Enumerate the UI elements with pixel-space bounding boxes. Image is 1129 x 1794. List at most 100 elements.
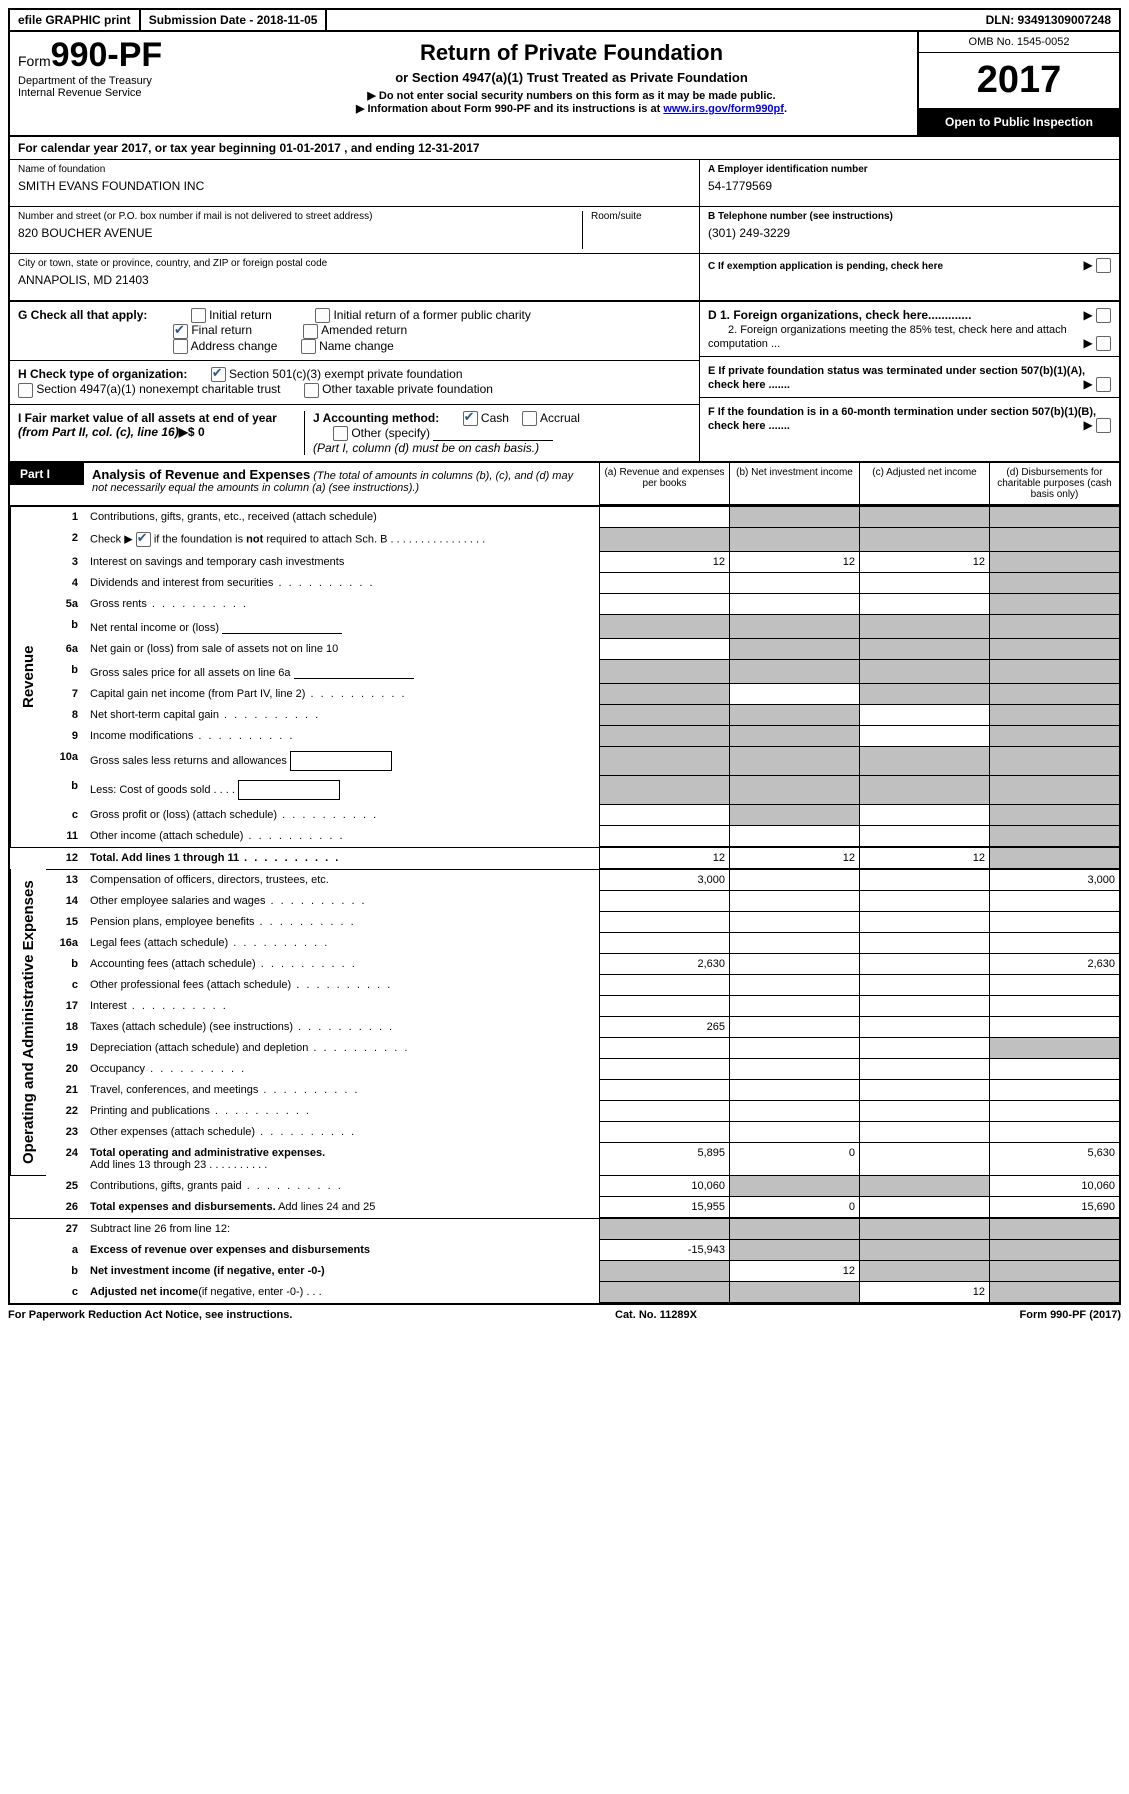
d1-label: D 1. Foreign organizations, check here..… bbox=[708, 308, 971, 322]
l5b-text: Net rental income or (loss) bbox=[90, 622, 219, 634]
e-check[interactable] bbox=[1096, 377, 1111, 392]
h-501c3-check[interactable] bbox=[211, 367, 226, 382]
l22-d bbox=[989, 1101, 1119, 1122]
c-label: C If exemption application is pending, c… bbox=[708, 261, 943, 272]
l16a-c bbox=[859, 933, 989, 954]
l4-b bbox=[729, 573, 859, 594]
l3-d bbox=[989, 552, 1119, 573]
f-row: F If the foundation is in a 60-month ter… bbox=[700, 398, 1119, 438]
city-state-zip: ANNAPOLIS, MD 21403 bbox=[18, 273, 691, 287]
l27c-desc: Adjusted net income(if negative, enter -… bbox=[84, 1282, 599, 1303]
g-name-check[interactable] bbox=[301, 339, 316, 354]
g-address-check[interactable] bbox=[173, 339, 188, 354]
l6a-b bbox=[729, 639, 859, 660]
col-c-header: (c) Adjusted net income bbox=[859, 463, 989, 505]
entity-info: Name of foundation SMITH EVANS FOUNDATIO… bbox=[8, 160, 1121, 302]
l13-num: 13 bbox=[46, 869, 84, 891]
addr-label: Number and street (or P.O. box number if… bbox=[18, 211, 582, 222]
j-other-input[interactable] bbox=[433, 426, 553, 441]
l27-num: 27 bbox=[10, 1218, 84, 1240]
l22-a bbox=[599, 1101, 729, 1122]
g-row: G Check all that apply: Initial return I… bbox=[10, 302, 699, 361]
l20-b bbox=[729, 1059, 859, 1080]
l10c-c bbox=[859, 805, 989, 826]
j-accrual: Accrual bbox=[540, 411, 580, 425]
name-label: Name of foundation bbox=[18, 164, 691, 175]
footer-right: Form 990-PF (2017) bbox=[1020, 1309, 1122, 1321]
l8-b bbox=[729, 705, 859, 726]
l13-b bbox=[729, 869, 859, 891]
l18-b bbox=[729, 1017, 859, 1038]
g-initial-former: Initial return of a former public charit… bbox=[333, 308, 530, 322]
omb-number: OMB No. 1545-0052 bbox=[919, 32, 1119, 53]
l19-a bbox=[599, 1038, 729, 1059]
j-other-check[interactable] bbox=[333, 426, 348, 441]
g-initial-check[interactable] bbox=[191, 308, 206, 323]
h-4947-check[interactable] bbox=[18, 383, 33, 398]
l21-a bbox=[599, 1080, 729, 1101]
l27c-a bbox=[599, 1282, 729, 1303]
h-other-check[interactable] bbox=[304, 383, 319, 398]
l10c-desc: Gross profit or (loss) (attach schedule) bbox=[84, 805, 599, 826]
l16b-d: 2,630 bbox=[989, 954, 1119, 975]
d-row: D 1. Foreign organizations, check here..… bbox=[700, 302, 1119, 357]
year-block: OMB No. 1545-0052 2017 Open to Public In… bbox=[917, 32, 1119, 135]
c-checkbox[interactable] bbox=[1096, 258, 1111, 273]
l16a-d bbox=[989, 933, 1119, 954]
l27-desc: Subtract line 26 from line 12: bbox=[84, 1218, 599, 1240]
part1-title-block: Analysis of Revenue and Expenses (The to… bbox=[84, 463, 599, 505]
l18-desc: Taxes (attach schedule) (see instruction… bbox=[84, 1017, 599, 1038]
l24-desc: Total operating and administrative expen… bbox=[84, 1143, 599, 1176]
l26-d: 15,690 bbox=[989, 1197, 1119, 1218]
l27a-c bbox=[859, 1240, 989, 1261]
f-check[interactable] bbox=[1096, 418, 1111, 433]
revenue-label: Revenue bbox=[10, 507, 46, 847]
l1-b bbox=[729, 507, 859, 528]
l17-desc: Interest bbox=[84, 996, 599, 1017]
l6b-input[interactable] bbox=[294, 664, 414, 679]
form-note2: ▶ Information about Form 990-PF and its … bbox=[234, 102, 909, 115]
d2-check[interactable] bbox=[1096, 336, 1111, 351]
g-initial-former-check[interactable] bbox=[315, 308, 330, 323]
l11-b bbox=[729, 826, 859, 847]
l27b-a bbox=[599, 1261, 729, 1282]
l16a-num: 16a bbox=[46, 933, 84, 954]
g-final-check[interactable] bbox=[173, 324, 188, 339]
phone-label: B Telephone number (see instructions) bbox=[708, 211, 1111, 222]
l11-a bbox=[599, 826, 729, 847]
l5a-num: 5a bbox=[46, 594, 84, 615]
l10c-num: c bbox=[46, 805, 84, 826]
l10b-input[interactable] bbox=[238, 780, 340, 800]
h-4947: Section 4947(a)(1) nonexempt charitable … bbox=[36, 382, 280, 396]
l3-desc: Interest on savings and temporary cash i… bbox=[84, 552, 599, 573]
l3-b: 12 bbox=[729, 552, 859, 573]
l4-c bbox=[859, 573, 989, 594]
irs-link[interactable]: www.irs.gov/form990pf bbox=[663, 103, 784, 115]
l7-desc: Capital gain net income (from Part IV, l… bbox=[84, 684, 599, 705]
l10b-b bbox=[729, 776, 859, 805]
l5b-input[interactable] bbox=[222, 619, 342, 634]
j-accrual-check[interactable] bbox=[522, 411, 537, 426]
l6a-desc: Net gain or (loss) from sale of assets n… bbox=[84, 639, 599, 660]
l5b-a bbox=[599, 615, 729, 639]
l19-b bbox=[729, 1038, 859, 1059]
g-amended-check[interactable] bbox=[303, 324, 318, 339]
l10a-desc: Gross sales less returns and allowances bbox=[84, 747, 599, 776]
l26-desc: Total expenses and disbursements. Add li… bbox=[84, 1197, 599, 1218]
l27a-desc: Excess of revenue over expenses and disb… bbox=[84, 1240, 599, 1261]
j-cash-check[interactable] bbox=[463, 411, 478, 426]
l5a-b bbox=[729, 594, 859, 615]
l10a-num: 10a bbox=[46, 747, 84, 776]
l2-check[interactable] bbox=[136, 532, 151, 547]
d1-check[interactable] bbox=[1096, 308, 1111, 323]
l5b-b bbox=[729, 615, 859, 639]
l10b-c bbox=[859, 776, 989, 805]
l13-c bbox=[859, 869, 989, 891]
l27b-num: b bbox=[10, 1261, 84, 1282]
l23-c bbox=[859, 1122, 989, 1143]
l10a-input[interactable] bbox=[290, 751, 392, 771]
l15-c bbox=[859, 912, 989, 933]
l16b-a: 2,630 bbox=[599, 954, 729, 975]
foundation-name-block: Name of foundation SMITH EVANS FOUNDATIO… bbox=[10, 160, 699, 207]
l16b-desc: Accounting fees (attach schedule) bbox=[84, 954, 599, 975]
